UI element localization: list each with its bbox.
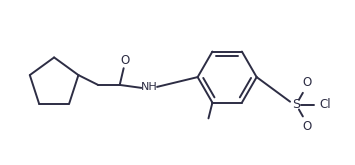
Text: O: O — [302, 77, 311, 89]
Text: O: O — [302, 120, 311, 133]
Text: NH: NH — [141, 82, 158, 92]
Text: O: O — [120, 54, 129, 67]
Text: S: S — [292, 98, 300, 111]
Text: Cl: Cl — [320, 98, 331, 111]
